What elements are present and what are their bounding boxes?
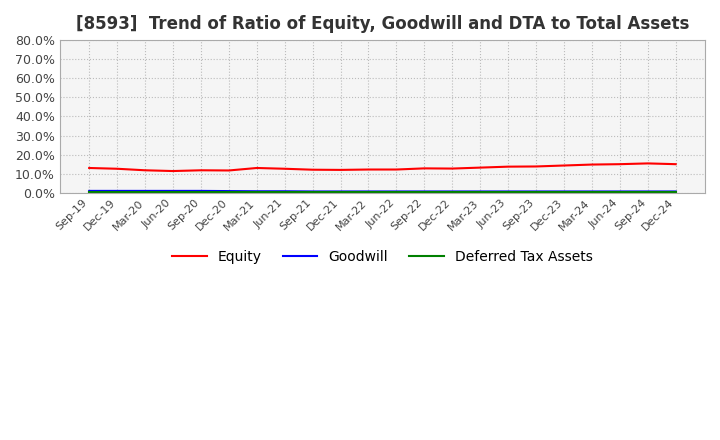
Equity [113, 166, 122, 172]
Deferred Tax Assets [476, 190, 485, 195]
Equity [85, 165, 94, 171]
Goodwill [85, 188, 94, 194]
Goodwill [253, 189, 261, 194]
Deferred Tax Assets [364, 190, 373, 195]
Goodwill [280, 189, 289, 194]
Goodwill [504, 189, 513, 194]
Equity [588, 162, 596, 167]
Deferred Tax Assets [225, 190, 233, 195]
Equity [559, 163, 568, 168]
Deferred Tax Assets [140, 190, 149, 195]
Equity [476, 165, 485, 170]
Deferred Tax Assets [504, 190, 513, 195]
Deferred Tax Assets [420, 190, 428, 195]
Goodwill [168, 188, 177, 194]
Equity [364, 167, 373, 172]
Deferred Tax Assets [85, 190, 94, 195]
Goodwill [197, 188, 205, 194]
Goodwill [392, 189, 401, 194]
Deferred Tax Assets [588, 190, 596, 195]
Equity [308, 167, 317, 172]
Equity [253, 165, 261, 171]
Equity [616, 161, 624, 167]
Equity [280, 166, 289, 172]
Deferred Tax Assets [616, 190, 624, 195]
Title: [8593]  Trend of Ratio of Equity, Goodwill and DTA to Total Assets: [8593] Trend of Ratio of Equity, Goodwil… [76, 15, 689, 33]
Deferred Tax Assets [197, 190, 205, 195]
Equity [671, 161, 680, 167]
Goodwill [476, 189, 485, 194]
Equity [448, 166, 456, 171]
Equity [336, 167, 345, 172]
Goodwill [559, 189, 568, 194]
Equity [140, 168, 149, 173]
Deferred Tax Assets [308, 190, 317, 195]
Legend: Equity, Goodwill, Deferred Tax Assets: Equity, Goodwill, Deferred Tax Assets [166, 245, 598, 270]
Deferred Tax Assets [671, 190, 680, 195]
Equity [531, 164, 540, 169]
Line: Equity: Equity [89, 163, 675, 171]
Equity [504, 164, 513, 169]
Equity [225, 168, 233, 173]
Deferred Tax Assets [113, 190, 122, 195]
Deferred Tax Assets [559, 190, 568, 195]
Equity [197, 168, 205, 173]
Deferred Tax Assets [168, 190, 177, 195]
Goodwill [671, 189, 680, 194]
Goodwill [140, 188, 149, 194]
Deferred Tax Assets [336, 190, 345, 195]
Goodwill [336, 189, 345, 194]
Goodwill [420, 189, 428, 194]
Goodwill [448, 189, 456, 194]
Goodwill [364, 189, 373, 194]
Goodwill [225, 188, 233, 194]
Equity [420, 166, 428, 171]
Goodwill [588, 189, 596, 194]
Goodwill [531, 189, 540, 194]
Goodwill [644, 189, 652, 194]
Deferred Tax Assets [253, 190, 261, 195]
Equity [392, 167, 401, 172]
Deferred Tax Assets [531, 190, 540, 195]
Deferred Tax Assets [448, 190, 456, 195]
Equity [168, 169, 177, 174]
Goodwill [113, 188, 122, 194]
Deferred Tax Assets [392, 190, 401, 195]
Equity [644, 161, 652, 166]
Deferred Tax Assets [644, 190, 652, 195]
Goodwill [308, 189, 317, 194]
Deferred Tax Assets [280, 190, 289, 195]
Goodwill [616, 189, 624, 194]
